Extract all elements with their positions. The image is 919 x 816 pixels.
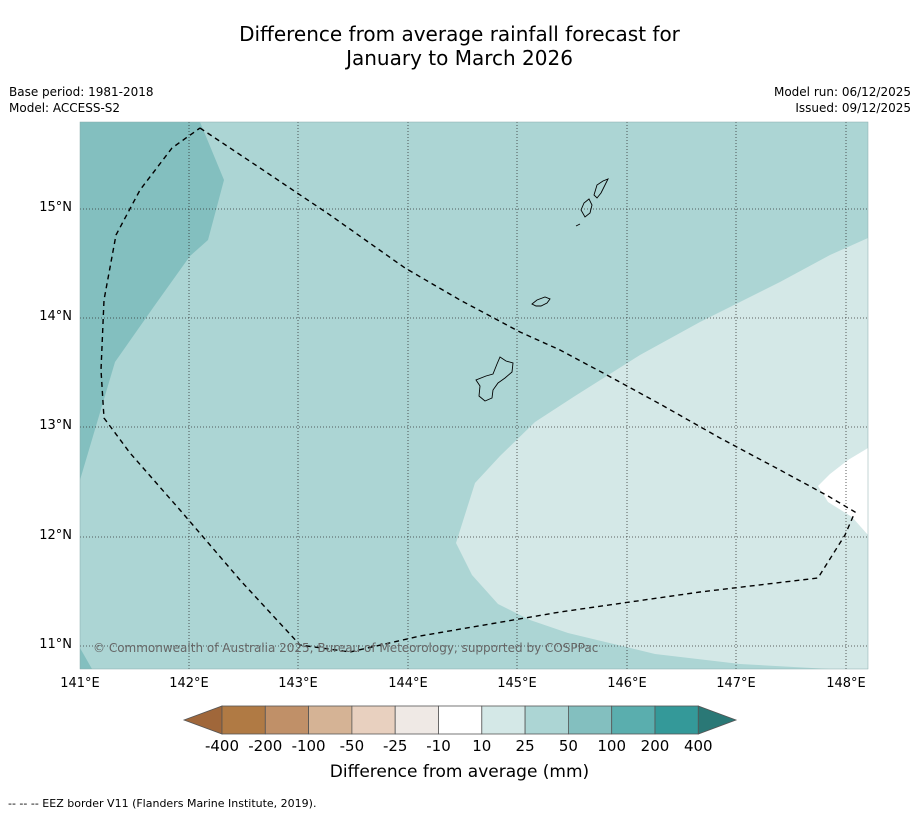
rainfall-band-corner — [80, 648, 92, 669]
legend-tick: 400 — [683, 737, 713, 755]
island-guam — [475, 356, 514, 402]
lat-label-12n: 12°N — [39, 528, 72, 543]
legend-tick: 10 — [472, 737, 492, 755]
lon-label-144e: 144°E — [388, 676, 428, 691]
base-period: Base period: 1981-2018 — [9, 85, 154, 99]
legend-tick: 200 — [640, 737, 670, 755]
island-saipan — [593, 178, 609, 199]
legend-tick: -400 — [204, 737, 240, 755]
rainfall-band-neutral — [818, 448, 868, 535]
meta-left: Base period: 1981-2018 Model: ACCESS-S2 — [9, 84, 154, 116]
lat-label-15n: 15°N — [39, 200, 72, 215]
eez-footnote: -- -- -- EEZ border V11 (Flanders Marine… — [8, 797, 317, 810]
legend-swatch — [394, 705, 439, 735]
copyright-text: © Commonwealth of Australia 2025, Bureau… — [93, 641, 599, 655]
legend-tick: -100 — [291, 737, 326, 755]
lon-label-148e: 148°E — [826, 676, 866, 691]
lon-label-145e: 145°E — [497, 676, 537, 691]
legend-swatch — [308, 705, 353, 735]
legend-swatch — [611, 705, 656, 735]
legend-tick: -50 — [339, 737, 365, 755]
legend-tick: -10 — [426, 737, 451, 755]
lon-label-142e: 142°E — [169, 676, 209, 691]
legend-swatch — [221, 705, 266, 735]
legend-tick: 25 — [515, 737, 535, 755]
rainfall-band-10-25 — [456, 238, 868, 669]
rainfall-band-50-100 — [80, 122, 224, 480]
title-line-2: January to March 2026 — [346, 46, 573, 70]
chart-title: Difference from average rainfall forecas… — [0, 22, 919, 70]
legend-tick: 50 — [558, 737, 578, 755]
model-name: Model: ACCESS-S2 — [9, 101, 121, 115]
legend-swatch-max — [697, 705, 738, 735]
lon-label-146e: 146°E — [607, 676, 647, 691]
lat-label-13n: 13°N — [39, 418, 72, 433]
legend-swatch — [481, 705, 526, 735]
legend-swatch — [264, 705, 309, 735]
lon-label-147e: 147°E — [716, 676, 756, 691]
title-line-1: Difference from average rainfall forecas… — [239, 22, 680, 46]
island-outlines — [475, 178, 609, 402]
map-frame — [79, 121, 869, 670]
legend-swatch — [568, 705, 613, 735]
island-rota — [531, 296, 551, 307]
legend-tick: 100 — [597, 737, 626, 755]
legend-swatch — [524, 705, 569, 735]
lon-label-141e: 141°E — [60, 676, 100, 691]
island-small — [575, 223, 581, 227]
legend-swatch — [351, 705, 396, 735]
island-tinian — [580, 198, 593, 218]
lat-label-14n: 14°N — [39, 309, 72, 324]
legend-tick: -200 — [248, 737, 283, 755]
model-run: Model run: 06/12/2025 — [773, 85, 911, 99]
lon-label-143e: 143°E — [278, 676, 318, 691]
legend-title: Difference from average (mm) — [329, 762, 590, 782]
meta-right: Model run: 06/12/2025 Issued: 09/12/2025 — [774, 84, 911, 116]
legend-swatch — [438, 705, 483, 735]
legend-colorbar — [182, 705, 738, 735]
gridlines — [80, 122, 868, 669]
legend-swatch-min — [182, 705, 223, 735]
legend-swatch — [654, 705, 699, 735]
eez-border-line — [100, 127, 856, 653]
issued-date: Issued: 09/12/2025 — [795, 101, 911, 115]
lat-label-11n: 11°N — [39, 637, 72, 652]
legend-tick: -25 — [382, 737, 408, 755]
